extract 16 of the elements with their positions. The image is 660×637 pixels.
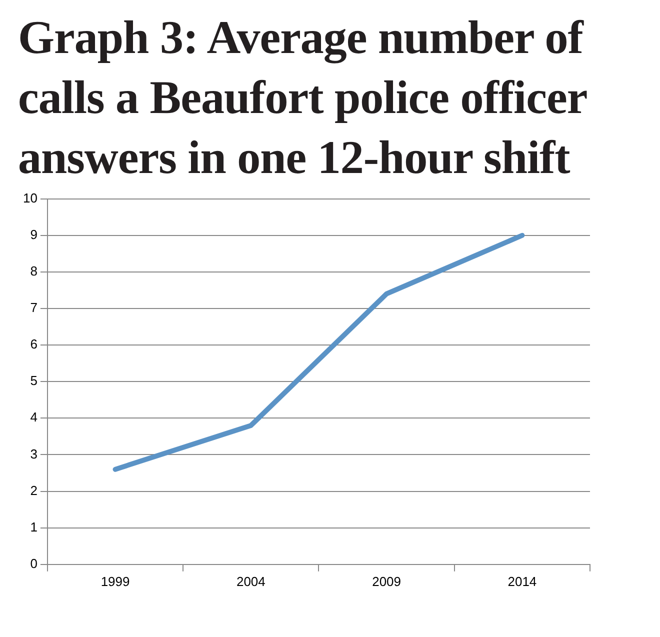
x-tick-label: 2014	[508, 574, 537, 589]
y-tick-label: 10	[22, 190, 38, 206]
y-tick-label: 6	[30, 336, 38, 352]
y-tick-label: 4	[30, 410, 38, 425]
y-tick-label: 7	[30, 300, 38, 316]
y-tick-label: 3	[30, 446, 38, 462]
x-tick-label: 2004	[236, 574, 266, 589]
y-tick-label: 1	[30, 519, 38, 534]
chart-title: Graph 3: Average number of calls a Beaufort police officer answers in one 12-hour shift	[18, 11, 588, 186]
y-tick-label: 2	[30, 482, 38, 498]
x-tick-label: 1999	[100, 574, 130, 589]
y-tick-label: 9	[30, 226, 38, 242]
y-tick-label: 8	[30, 264, 38, 278]
x-tick-label: 2009	[372, 574, 402, 589]
y-tick-label: 5	[30, 373, 38, 388]
y-tick-label: 0	[30, 556, 38, 571]
